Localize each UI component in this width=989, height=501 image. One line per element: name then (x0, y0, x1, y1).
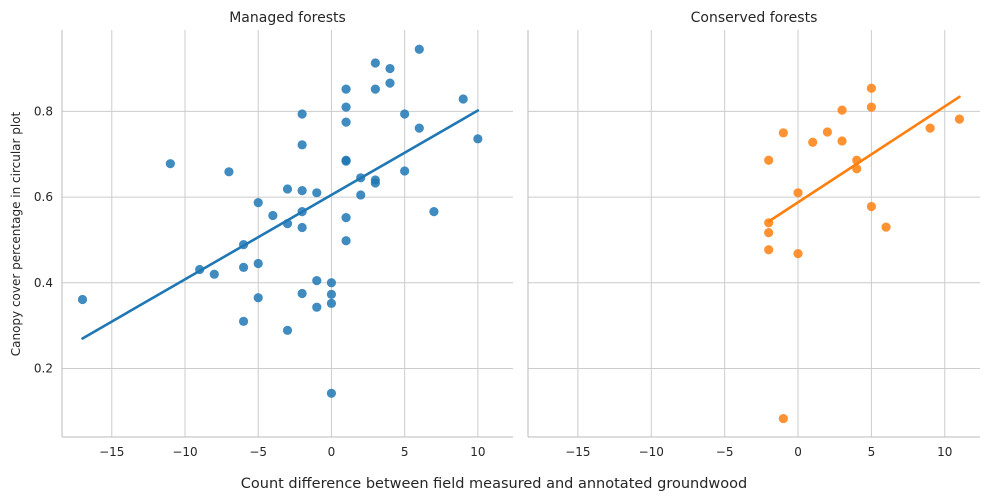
scatter-point (297, 140, 307, 150)
x-tick-label: 5 (401, 445, 409, 459)
scatter-point (209, 269, 219, 279)
scatter-point (385, 63, 395, 74)
y-tick-label: 0.2 (34, 361, 53, 375)
scatter-point (866, 83, 877, 93)
scatter-point (312, 302, 322, 312)
y-tick-label: 0.8 (34, 104, 53, 118)
scatter-point (429, 207, 439, 217)
scatter-point (297, 186, 307, 196)
scatter-point (341, 84, 351, 94)
x-axis-title: Count difference between field measured … (241, 476, 747, 492)
panel-conserved-forests: −15 −10 −5 0 5 10 Conserved forests (527, 10, 980, 459)
scatter-point (778, 128, 788, 138)
scatter-point (764, 228, 774, 238)
scatter-point (837, 105, 847, 115)
scatter-point (822, 127, 832, 137)
x-tick-label: 10 (470, 445, 485, 459)
scatter-point (297, 222, 307, 233)
scatter-point (356, 190, 366, 200)
scatter-point (414, 123, 424, 133)
scatter-point (370, 178, 380, 188)
scatter-point (400, 166, 410, 176)
scatter-point (326, 388, 337, 398)
scatter-point (385, 78, 395, 88)
x-tick-label: 0 (328, 445, 336, 459)
scatter-point (370, 58, 380, 68)
x-tick-label: 5 (868, 445, 876, 459)
scatter-point (925, 123, 935, 133)
scatter-point (837, 136, 847, 146)
scatter-point (312, 188, 322, 198)
scatter-point (764, 245, 774, 255)
x-tick-label: −15 (565, 445, 590, 459)
scatter-point (881, 222, 891, 232)
scatter-point (400, 109, 410, 119)
x-tick-label: 0 (794, 445, 802, 459)
x-tick-label: −10 (639, 445, 664, 459)
scatter-point (268, 210, 278, 221)
x-tick-label: −15 (99, 445, 124, 459)
scatter-point (224, 167, 234, 177)
scatter-point (808, 137, 818, 147)
scatter-point (866, 201, 877, 212)
scatter-point (370, 84, 380, 94)
scatter-point (165, 159, 175, 169)
scatter-point (326, 289, 337, 299)
scatter-point (414, 44, 424, 54)
scatter-point (238, 316, 249, 326)
y-axis-title: Canopy cover percentage in circular plot (9, 111, 23, 356)
x-tick-label: −5 (249, 445, 267, 459)
scatter-point (253, 198, 263, 208)
scatter-point (77, 294, 88, 305)
x-tick-label: 10 (937, 445, 952, 459)
scatter-point (297, 109, 307, 119)
scatter-point (473, 134, 483, 144)
scatter-point (312, 276, 322, 286)
scatter-point (793, 188, 803, 198)
scatter-point (341, 156, 351, 166)
scatter-point (297, 288, 307, 299)
scatter-point (282, 184, 293, 194)
scatter-point (341, 117, 351, 127)
scatter-point (341, 102, 351, 112)
scatter-point (341, 213, 351, 223)
scatter-point (778, 413, 788, 424)
scatter-point (341, 236, 351, 246)
scatter-point (253, 258, 263, 269)
scatter-point (282, 325, 293, 335)
scatter-point (238, 262, 249, 272)
scatter-point (458, 94, 468, 104)
y-tick-label: 0.6 (34, 190, 53, 204)
scatter-point (326, 278, 337, 288)
panel-managed-forests: −15 −10 −5 0 5 10 0.2 0.4 0.6 0.8 Managed forests (34, 10, 513, 459)
scatter-point (253, 293, 263, 303)
scatter-point (866, 102, 877, 112)
y-tick-label: 0.4 (34, 276, 53, 290)
scatter-point (954, 114, 965, 124)
scatter-point (326, 298, 337, 308)
x-tick-label: −5 (716, 445, 734, 459)
x-tick-label: −10 (172, 445, 197, 459)
regression-line (767, 95, 961, 223)
scatter-point (764, 155, 774, 165)
scatter-point (793, 249, 803, 259)
panel-title: Managed forests (229, 10, 346, 26)
regression-line (81, 109, 480, 340)
panel-title: Conserved forests (691, 10, 818, 26)
